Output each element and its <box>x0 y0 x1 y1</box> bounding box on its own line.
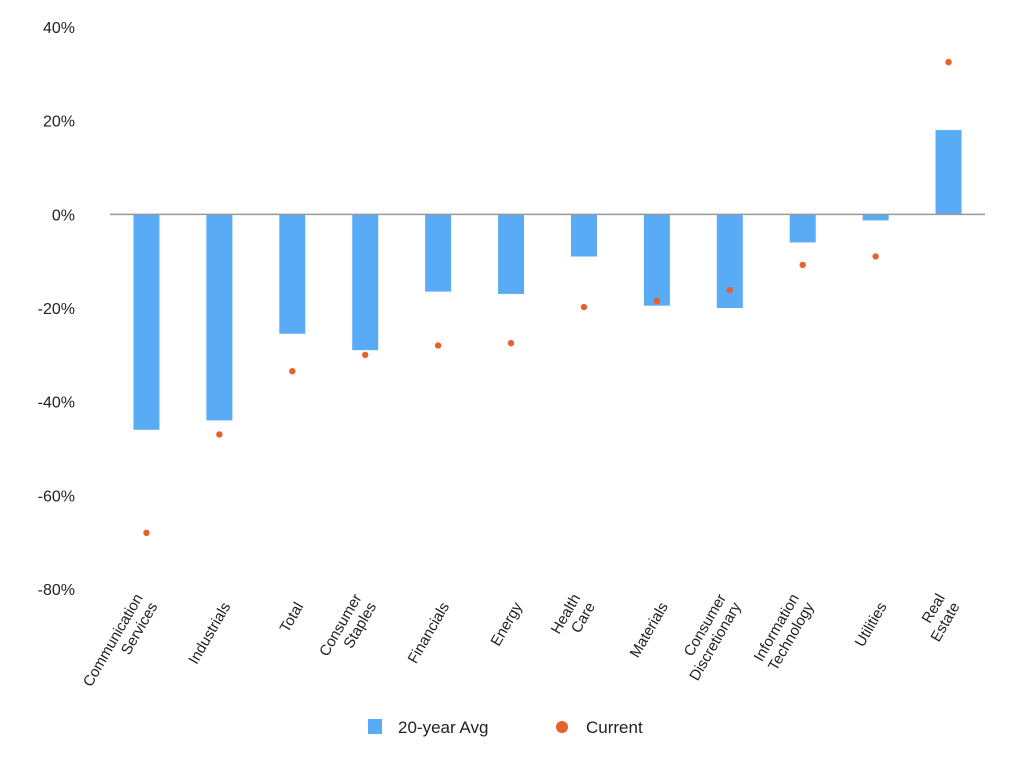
dot-series <box>143 58 952 536</box>
x-tick-label-line: Energy <box>487 599 526 649</box>
x-tick-label: Total <box>277 600 308 636</box>
y-tick-label: -20% <box>38 301 75 318</box>
current-dot <box>872 253 879 260</box>
y-tick-label: -60% <box>38 488 75 505</box>
current-dot <box>507 339 515 347</box>
x-tick-label-line: Utilities <box>852 600 891 650</box>
y-axis: 40% 20% 0% -20% -40% -60% -80% <box>38 20 75 599</box>
bar <box>789 214 816 243</box>
x-tick-label: HealthCare <box>548 591 599 646</box>
x-tick-label: Industrials <box>185 600 234 668</box>
bar <box>935 130 962 215</box>
bar <box>133 214 160 430</box>
x-tick-label-line: Industrials <box>185 600 234 668</box>
x-tick-label: Materials <box>627 600 672 661</box>
current-dot <box>653 297 661 305</box>
x-tick-label-line: Materials <box>627 600 672 661</box>
x-tick-label-line: Financials <box>405 600 453 667</box>
x-tick-label: ConsumerDiscretionary <box>672 591 745 684</box>
x-tick-label: Utilities <box>852 600 891 650</box>
bar <box>862 214 889 221</box>
current-dot <box>726 287 733 294</box>
bar <box>716 214 743 308</box>
legend-bar-label: 20-year Avg <box>398 718 488 737</box>
y-tick-label: 40% <box>43 20 75 37</box>
legend-dot-swatch <box>556 721 568 733</box>
x-tick-label: ConsumerStaples <box>316 591 380 668</box>
y-tick-label: 20% <box>43 114 75 131</box>
legend-dot-label: Current <box>586 718 643 737</box>
bar <box>570 214 597 257</box>
legend-bar-swatch <box>368 719 382 734</box>
current-dot <box>289 368 296 375</box>
bar <box>352 214 379 351</box>
x-tick-label: Energy <box>487 599 526 649</box>
current-dot <box>799 261 806 269</box>
current-dot <box>362 351 369 359</box>
bar <box>206 214 233 421</box>
current-dot <box>143 529 150 536</box>
x-tick-label: Financials <box>405 600 453 667</box>
legend: 20-year Avg Current <box>368 718 643 737</box>
bar-series <box>133 130 962 430</box>
current-dot <box>434 342 442 349</box>
x-axis: CommunicationServices Industrials Total Con… <box>80 591 964 698</box>
bar <box>498 214 525 294</box>
x-tick-label: CommunicationServices <box>80 591 162 698</box>
x-tick-label-line: Total <box>277 600 308 636</box>
current-dot <box>945 58 952 66</box>
current-dot <box>580 303 588 311</box>
current-dot <box>216 431 223 438</box>
y-tick-label: -40% <box>38 395 75 412</box>
bar <box>425 214 452 292</box>
y-tick-label: 0% <box>52 207 75 224</box>
bar <box>643 214 670 306</box>
x-tick-label: RealEstate <box>913 591 964 645</box>
y-tick-label: -80% <box>38 582 75 599</box>
x-tick-label: InformationTechnology <box>750 591 818 674</box>
bar <box>279 214 306 334</box>
